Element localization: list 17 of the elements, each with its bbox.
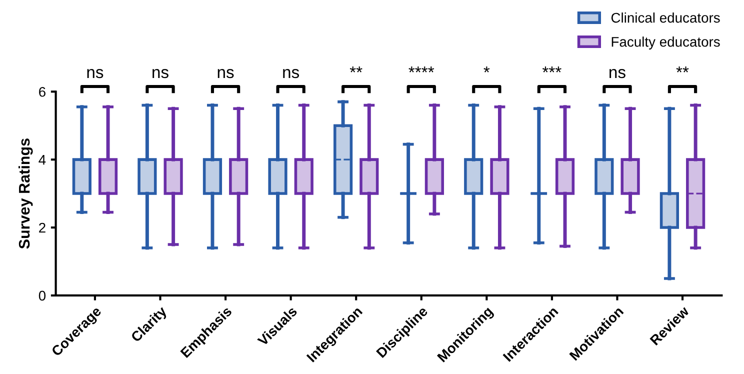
y-axis-title: Survey Ratings xyxy=(18,138,33,249)
text: *** xyxy=(542,66,562,72)
text: **** xyxy=(408,66,434,72)
y-tick-label: 0 xyxy=(38,290,46,301)
legend-label: Clinical educators xyxy=(611,12,720,23)
text: * xyxy=(484,66,490,72)
y-tick-label: 4 xyxy=(38,155,46,165)
legend-label: Faculty educators xyxy=(612,36,720,50)
y-tick-label: 6 xyxy=(39,86,46,97)
text: ** xyxy=(350,66,362,72)
text: ns xyxy=(152,69,168,78)
text: ns xyxy=(610,69,626,78)
text: ns xyxy=(87,69,104,78)
y-tick-label: 2 xyxy=(39,222,46,233)
text: ns xyxy=(218,69,234,78)
text: ns xyxy=(283,69,300,78)
text: ** xyxy=(676,66,689,72)
